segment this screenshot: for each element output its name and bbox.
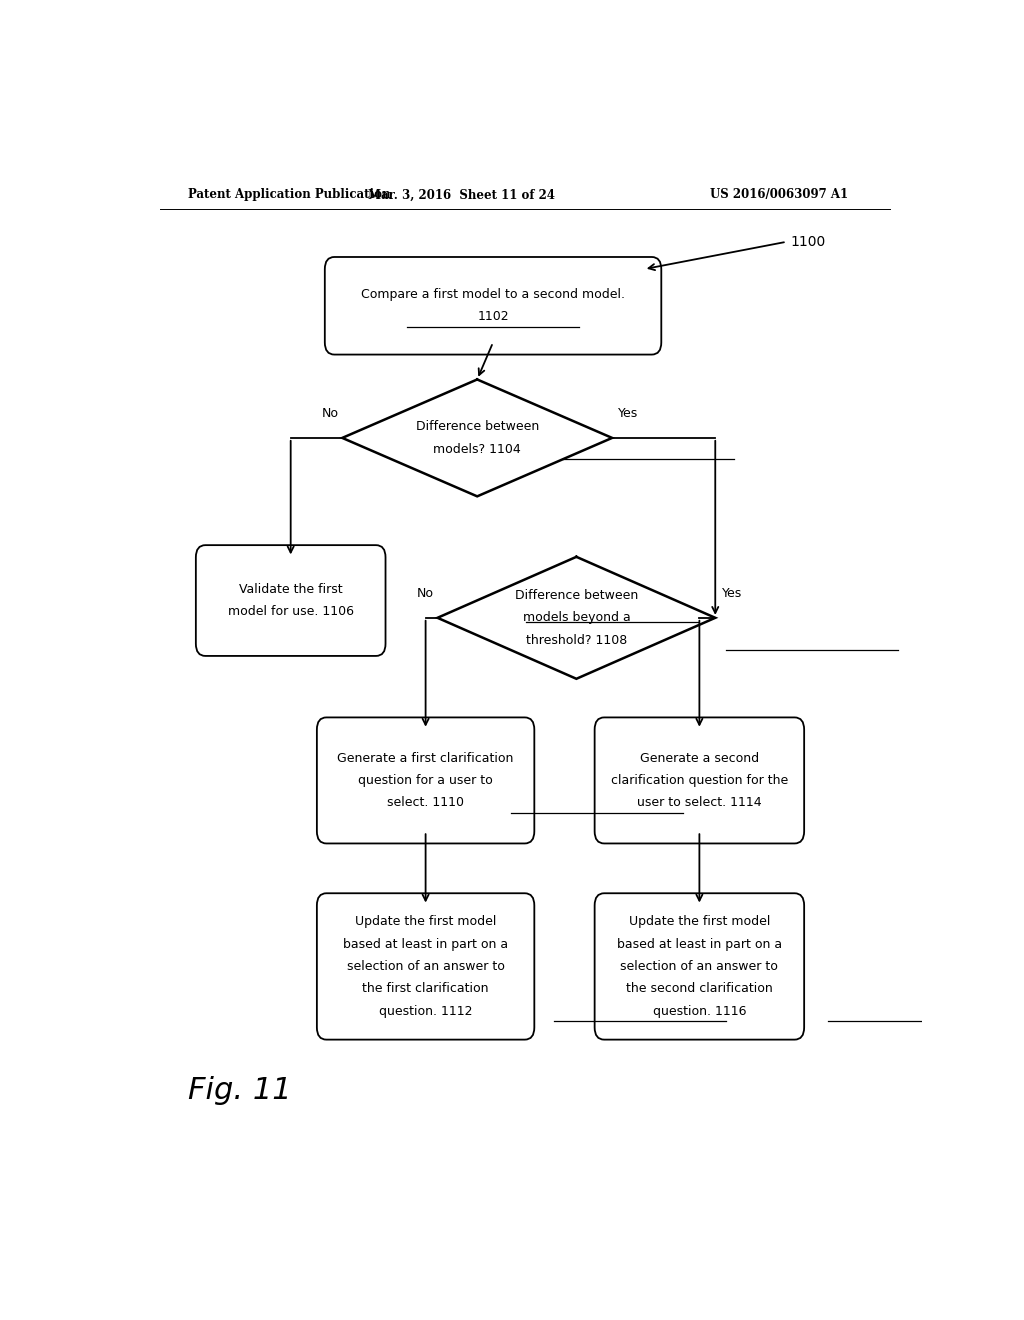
Text: model for use. 1106: model for use. 1106	[227, 605, 353, 618]
Text: Validate the first: Validate the first	[239, 583, 342, 595]
Text: selection of an answer to: selection of an answer to	[347, 960, 505, 973]
FancyBboxPatch shape	[325, 257, 662, 355]
Text: Yes: Yes	[618, 407, 639, 420]
Text: Yes: Yes	[722, 586, 741, 599]
Text: the second clarification: the second clarification	[626, 982, 773, 995]
Text: 1100: 1100	[791, 235, 826, 248]
Text: No: No	[322, 407, 338, 420]
Text: the first clarification: the first clarification	[362, 982, 488, 995]
Text: select. 1110: select. 1110	[387, 796, 464, 809]
Text: question. 1112: question. 1112	[379, 1005, 472, 1018]
Polygon shape	[342, 379, 612, 496]
Polygon shape	[437, 557, 715, 678]
Text: Generate a first clarification: Generate a first clarification	[338, 751, 514, 764]
Text: Fig. 11: Fig. 11	[187, 1076, 291, 1105]
Text: Generate a second: Generate a second	[640, 751, 759, 764]
Text: selection of an answer to: selection of an answer to	[621, 960, 778, 973]
Text: models? 1104: models? 1104	[433, 442, 521, 455]
Text: user to select. 1114: user to select. 1114	[637, 796, 762, 809]
Text: Difference between: Difference between	[515, 589, 638, 602]
Text: US 2016/0063097 A1: US 2016/0063097 A1	[710, 189, 848, 202]
Text: clarification question for the: clarification question for the	[610, 774, 788, 787]
Text: based at least in part on a: based at least in part on a	[616, 937, 782, 950]
FancyBboxPatch shape	[196, 545, 385, 656]
Text: Patent Application Publication: Patent Application Publication	[187, 189, 390, 202]
Text: question. 1116: question. 1116	[652, 1005, 746, 1018]
Text: question for a user to: question for a user to	[358, 774, 493, 787]
FancyBboxPatch shape	[316, 894, 535, 1040]
FancyBboxPatch shape	[595, 894, 804, 1040]
Text: 1102: 1102	[477, 310, 509, 323]
Text: threshold? 1108: threshold? 1108	[525, 634, 627, 647]
Text: No: No	[417, 586, 433, 599]
Text: based at least in part on a: based at least in part on a	[343, 937, 508, 950]
Text: models beyond a: models beyond a	[522, 611, 630, 624]
Text: Mar. 3, 2016  Sheet 11 of 24: Mar. 3, 2016 Sheet 11 of 24	[368, 189, 555, 202]
Text: Compare a first model to a second model.: Compare a first model to a second model.	[361, 288, 625, 301]
FancyBboxPatch shape	[595, 718, 804, 843]
Text: Update the first model: Update the first model	[355, 915, 497, 928]
Text: Update the first model: Update the first model	[629, 915, 770, 928]
FancyBboxPatch shape	[316, 718, 535, 843]
Text: Difference between: Difference between	[416, 420, 539, 433]
